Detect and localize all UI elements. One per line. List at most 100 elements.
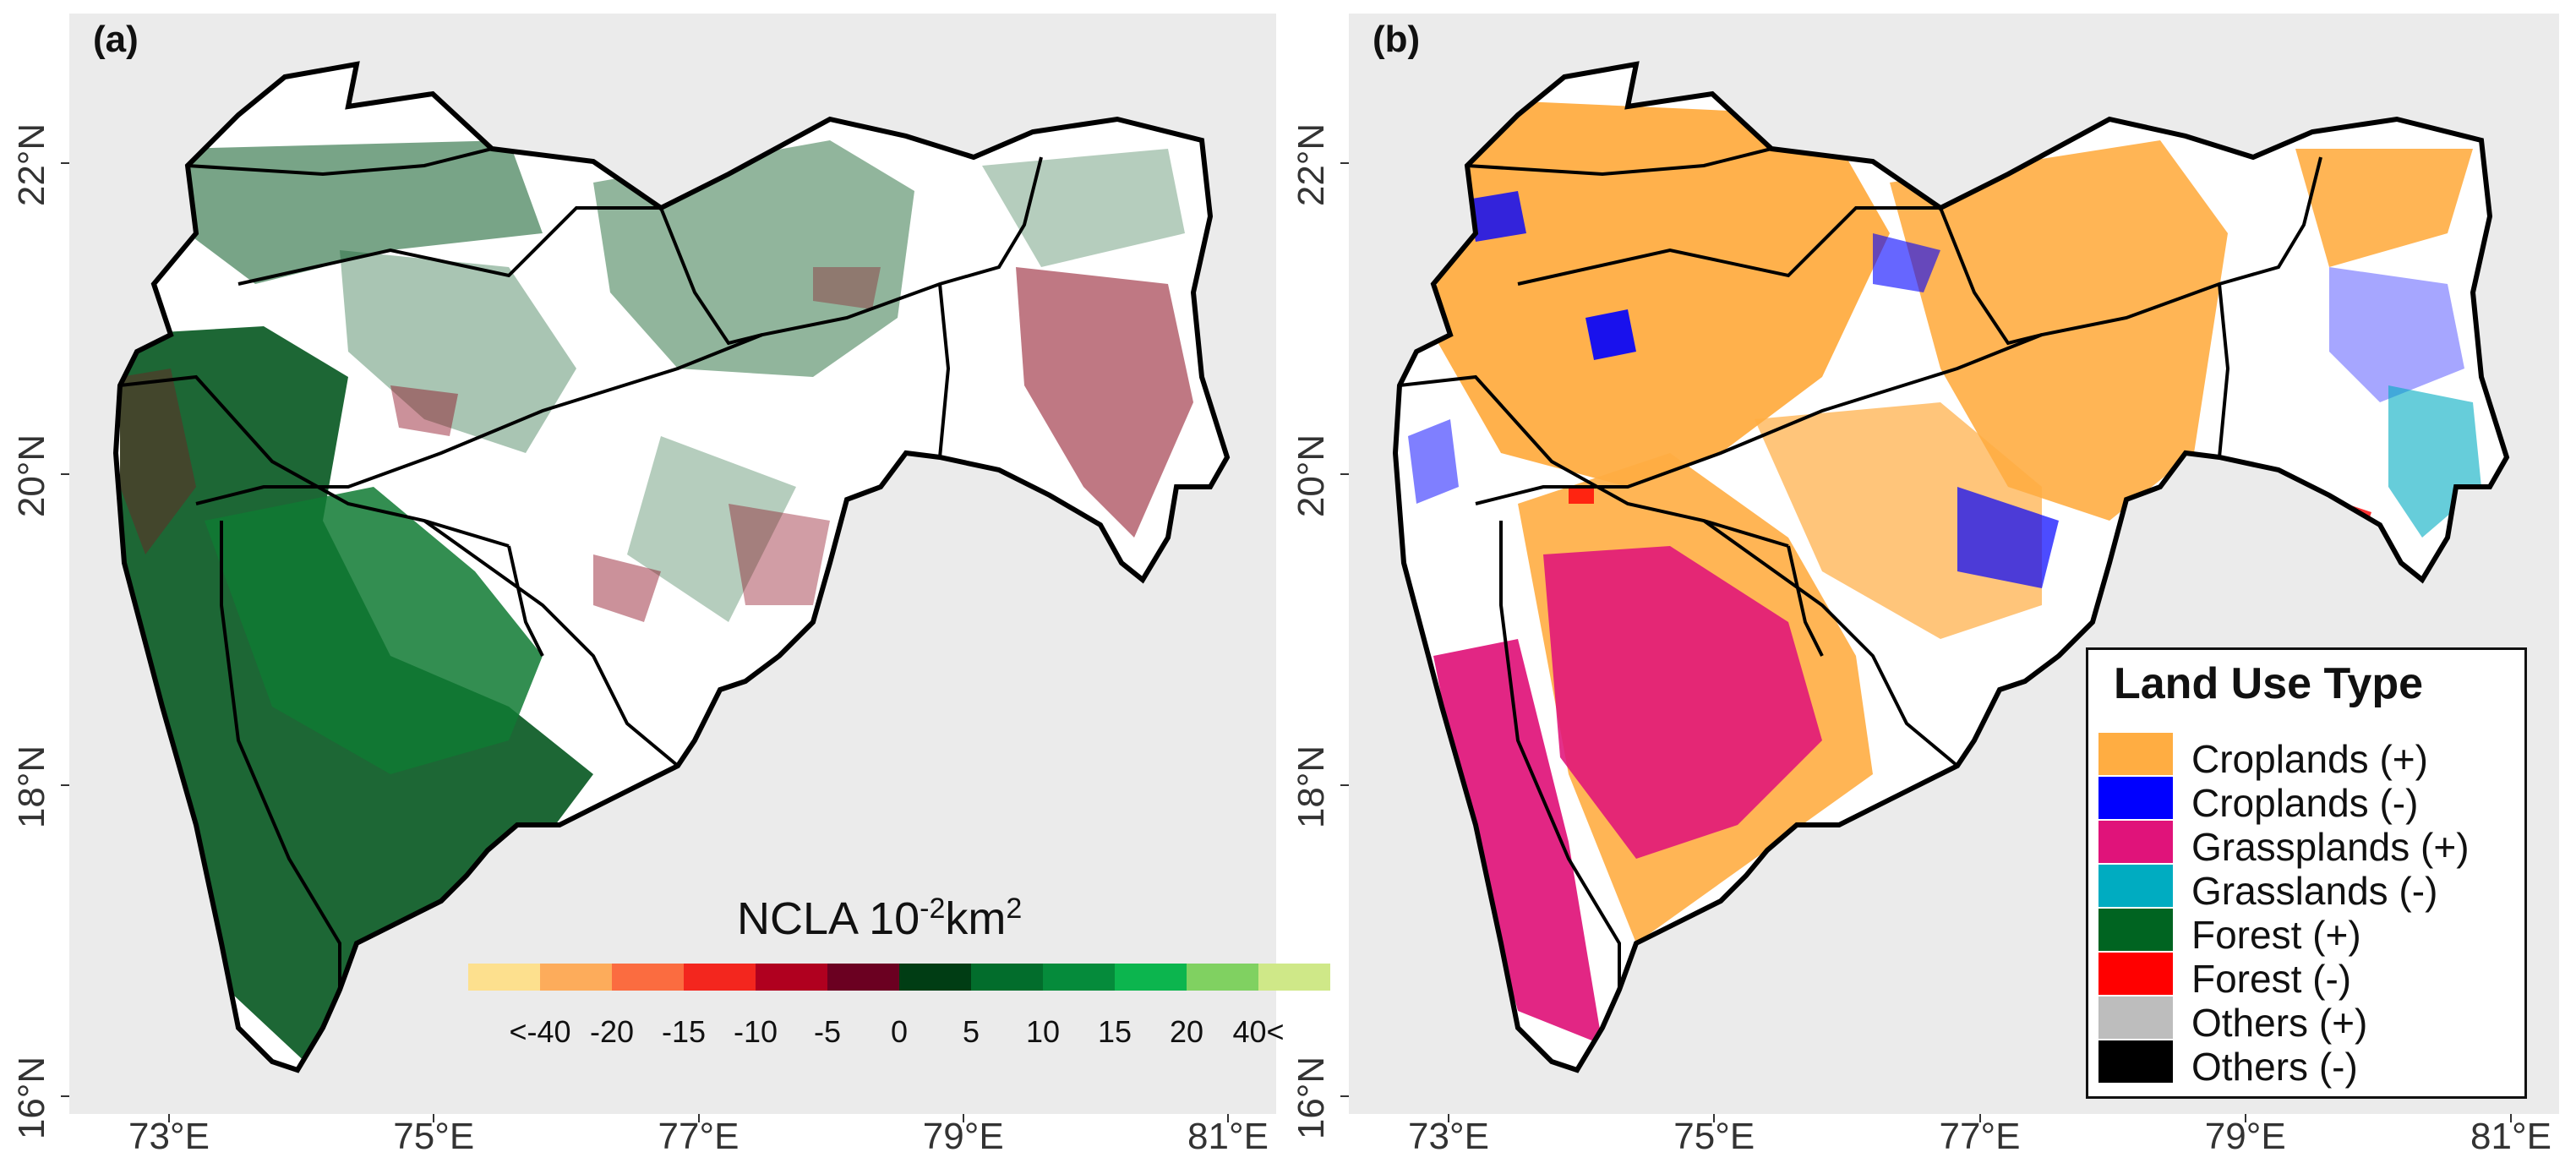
colorbar-label: -15 — [661, 1014, 707, 1049]
colorbar-label: -20 — [589, 1014, 635, 1049]
legend-item: Croplands (-) — [2098, 777, 2521, 825]
legend-swatch — [2098, 1040, 2173, 1083]
panel-b-y-tick-label: 18°N — [1291, 745, 1332, 829]
colorbar-labels: <-40 -20 -15 -10 -5 0 5 10 15 20 40< — [468, 1014, 1330, 1057]
colorbar-title-main: NCLA 10 — [737, 893, 920, 944]
panel-a-division-borders — [119, 147, 1043, 990]
legend-label: Others (+) — [2191, 1001, 2368, 1045]
panel-a-y-tickmark — [61, 784, 69, 786]
panel-a-y-tick-label: 16°N — [11, 1056, 52, 1140]
panel-b-y-tickmark — [1340, 784, 1349, 786]
colorbar-label: 0 — [890, 1014, 909, 1049]
colorbar — [468, 964, 1330, 991]
panel-a-x-tickmark — [962, 1114, 964, 1122]
colorbar-label: 5 — [962, 1014, 980, 1049]
colorbar-cell-3 — [684, 964, 756, 991]
panel-a-x-tickmark — [168, 1114, 170, 1122]
colorbar-label: -10 — [733, 1014, 778, 1049]
colorbar-label: 10 — [1025, 1014, 1061, 1049]
panel-a-x-tick-label: 73°E — [128, 1116, 210, 1157]
colorbar-title-unit: km — [945, 893, 1007, 944]
panel-b-x-tickmark — [1978, 1114, 1981, 1122]
panel-a-x-tickmark — [697, 1114, 700, 1122]
colorbar-cell-11 — [1258, 964, 1330, 991]
colorbar-label: <-40 — [509, 1014, 571, 1049]
colorbar-label: 40< — [1232, 1014, 1285, 1049]
panel-a-y-tickmark — [61, 473, 69, 475]
panel-b-landuse-patches — [1408, 90, 2481, 1045]
legend-label: Forest (+) — [2191, 913, 2361, 957]
legend-label: Forest (-) — [2191, 957, 2352, 1001]
panel-a-y-tick-label: 22°N — [11, 123, 52, 207]
colorbar-cell-0 — [468, 964, 540, 991]
colorbar-cell-7 — [971, 964, 1043, 991]
panel-b-y-tick-label: 16°N — [1291, 1056, 1332, 1140]
panel-b-x-tickmark — [1448, 1114, 1449, 1122]
colorbar-cell-4 — [756, 964, 827, 991]
colorbar-cell-6 — [899, 964, 971, 991]
panel-a-x-tick-label: 75°E — [393, 1116, 475, 1157]
legend-label: Croplands (-) — [2191, 781, 2419, 825]
land-use-legend: Land Use Type Croplands (+) Croplands (-)… — [2086, 647, 2527, 1099]
panel-b-y-tickmark — [1340, 473, 1349, 475]
panel-a-y-tickmark — [61, 1095, 69, 1097]
legend-label: Croplands (+) — [2191, 737, 2428, 781]
panel-b-x-tick-label: 73°E — [1408, 1116, 1489, 1157]
colorbar-cell-1 — [540, 964, 612, 991]
legend-label: Grassplands (+) — [2191, 825, 2470, 869]
panel-a-x-tickmark — [433, 1114, 435, 1122]
panel-b-x-tick-label: 75°E — [1673, 1116, 1755, 1157]
panel-b-y-tickmark — [1340, 1095, 1349, 1097]
legend-item: Croplands (+) — [2098, 733, 2521, 781]
panel-a-map-svg — [69, 14, 1276, 1114]
legend-label: Grasslands (-) — [2191, 869, 2438, 913]
legend-swatch — [2098, 777, 2173, 819]
colorbar-title-unit-exponent: 2 — [1006, 893, 1023, 925]
legend-item: Grassplands (+) — [2098, 821, 2521, 869]
colorbar-label: 20 — [1169, 1014, 1204, 1049]
legend-item: Forest (+) — [2098, 909, 2521, 957]
colorbar-cell-2 — [612, 964, 684, 991]
panel-a-y-tick-label: 18°N — [11, 745, 52, 829]
colorbar-cell-9 — [1115, 964, 1187, 991]
colorbar-cell-10 — [1187, 964, 1258, 991]
panel-b-tag: (b) — [1373, 19, 1421, 60]
legend-swatch — [2098, 953, 2173, 995]
panel-b-y-tick-label: 20°N — [1291, 434, 1332, 518]
panel-a-tag: (a) — [93, 19, 139, 60]
legend-swatch — [2098, 865, 2173, 907]
panel-b-y-tick-label: 22°N — [1291, 123, 1332, 207]
panel-a-y-tickmark — [61, 162, 69, 164]
colorbar-label: 15 — [1097, 1014, 1132, 1049]
panel-a-x-tick-label: 77°E — [658, 1116, 740, 1157]
legend-label: Others (-) — [2191, 1045, 2358, 1089]
panel-b-x-tick-label: 77°E — [1939, 1116, 2021, 1157]
legend-swatch — [2098, 909, 2173, 951]
panel-b-x-tick-label: 81°E — [2470, 1116, 2551, 1157]
legend-swatch — [2098, 997, 2173, 1039]
colorbar-cell-8 — [1043, 964, 1115, 991]
panel-a-map: (a) NCLA 10-2km2 <-40 -20 -15 -10 -5 0 5 10 15 20… — [69, 14, 1330, 1114]
panel-b-y-tickmark — [1340, 162, 1349, 164]
colorbar-cell-5 — [827, 964, 899, 991]
legend-swatch — [2098, 821, 2173, 863]
legend-item: Others (-) — [2098, 1040, 2521, 1089]
panel-a-y-tick-label: 20°N — [11, 434, 52, 518]
legend-item: Grasslands (-) — [2098, 865, 2521, 913]
panel-b-x-tick-label: 79°E — [2204, 1116, 2286, 1157]
legend-item: Others (+) — [2098, 997, 2521, 1045]
legend-item: Forest (-) — [2098, 953, 2521, 1001]
colorbar-label: -5 — [813, 1014, 842, 1049]
panel-b-x-tickmark — [1713, 1114, 1716, 1122]
panel-a-x-tickmark — [1227, 1114, 1229, 1122]
colorbar-title: NCLA 10-2km2 — [737, 893, 1022, 945]
panel-b-division-borders — [1399, 147, 2322, 990]
panel-a-x-tick-label: 81°E — [1187, 1116, 1269, 1157]
colorbar-title-exponent: -2 — [920, 893, 946, 925]
panel-b-x-tickmark — [2244, 1114, 2246, 1122]
legend-swatch — [2098, 733, 2173, 775]
panel-a-x-tick-label: 79°E — [922, 1116, 1004, 1157]
panel-b-x-tickmark — [2510, 1114, 2512, 1122]
panel-b-map-svg — [1349, 14, 2559, 1114]
legend-title: Land Use Type — [2114, 659, 2424, 708]
